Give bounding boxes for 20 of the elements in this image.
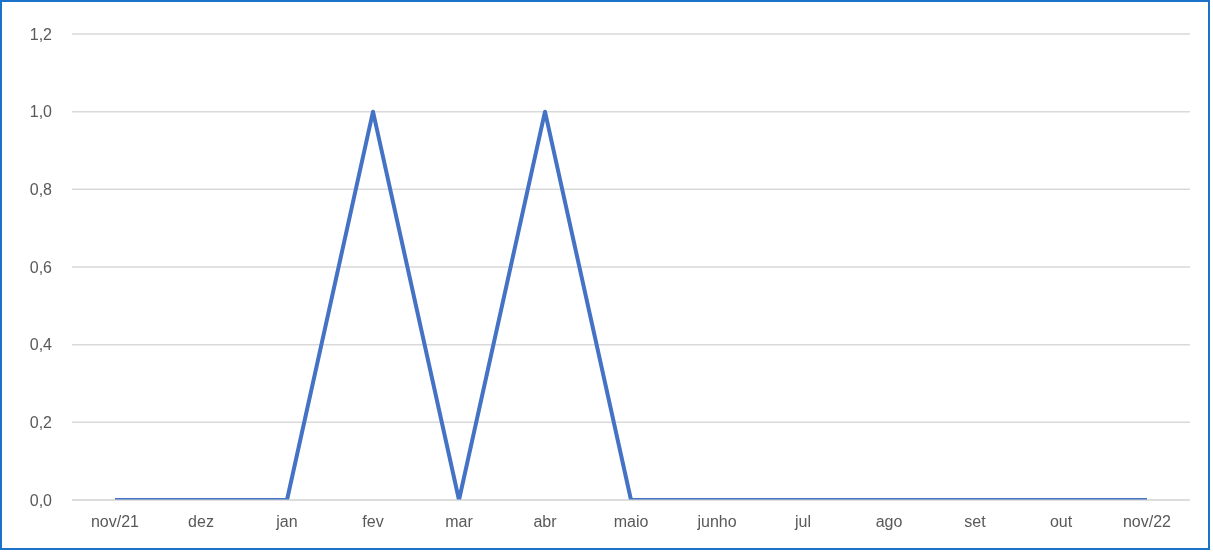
x-tick-label: nov/22	[1122, 513, 1172, 531]
x-tick-label: dez	[188, 513, 214, 531]
x-tick-label: jul	[793, 513, 812, 531]
y-tick-label: 1,0	[29, 103, 53, 121]
x-tick-label: out	[1049, 513, 1073, 531]
y-tick-label: 0,8	[29, 181, 53, 199]
y-tick-label: 0,6	[29, 258, 53, 276]
y-tick-label: 0,0	[29, 491, 53, 509]
y-tick-label: 0,2	[29, 414, 53, 432]
y-tick-label: 1,2	[29, 25, 53, 43]
x-tick-label: maio	[613, 513, 649, 531]
x-tick-label: jan	[275, 513, 298, 531]
x-tick-label: ago	[875, 513, 903, 531]
x-tick-label: junho	[696, 513, 737, 531]
x-tick-label: mar	[445, 513, 474, 531]
x-tick-label: set	[964, 513, 987, 531]
x-tick-label: nov/21	[90, 513, 140, 531]
y-tick-label: 0,4	[29, 336, 53, 354]
x-tick-label: fev	[362, 513, 384, 531]
x-tick-label: abr	[533, 513, 558, 531]
